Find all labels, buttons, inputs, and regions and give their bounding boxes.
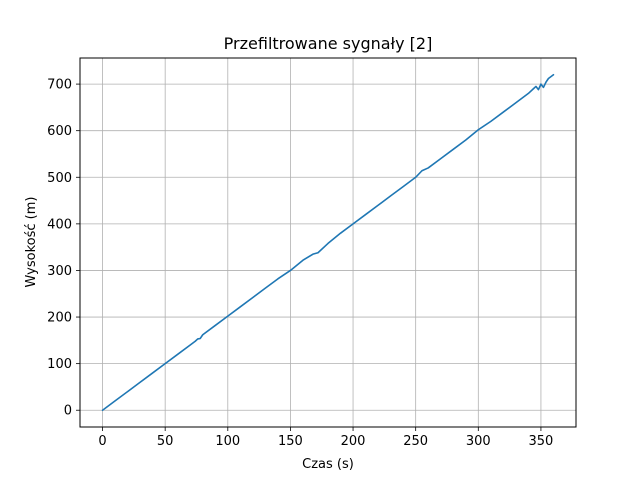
y-tick-label: 200 [47,311,72,326]
y-tick-label: 100 [47,357,72,372]
y-axis-title: Wysokość (m) [24,197,39,288]
series-line-0 [101,73,555,412]
y-tick-label: 0 [64,404,72,419]
x-axis-ticks: 0 50 100 150 200 250 300 350 [98,427,553,449]
y-tick-label: 500 [47,171,72,186]
grid [80,58,576,427]
x-tick-label: 0 [98,434,106,449]
x-axis-title: Czas (s) [302,457,354,472]
x-tick-label: 100 [215,434,240,449]
y-axis-ticks: 0 100 200 300 400 500 600 700 [47,78,80,419]
x-tick-label: 150 [278,434,303,449]
x-tick-label: 250 [403,434,428,449]
y-tick-label: 600 [47,124,72,139]
x-tick-label: 50 [157,434,174,449]
x-tick-label: 200 [341,434,366,449]
x-tick-label: 300 [466,434,491,449]
x-tick-label: 350 [529,434,554,449]
series-layer [101,73,555,412]
y-tick-label: 700 [47,78,72,93]
y-tick-label: 300 [47,264,72,279]
y-tick-label: 400 [47,217,72,232]
chart-title: Przefiltrowane sygnały [2] [224,34,433,53]
plot-frame [79,57,577,428]
